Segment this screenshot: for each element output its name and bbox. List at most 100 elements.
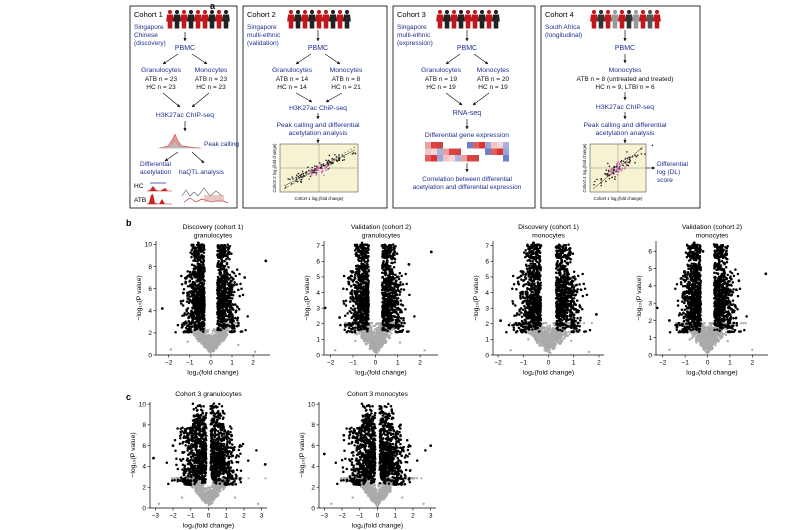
grey-point <box>369 326 373 329</box>
black-point <box>190 320 194 323</box>
heatmap-icon <box>425 142 509 162</box>
black-point <box>220 261 224 264</box>
black-point <box>223 259 226 263</box>
black-point <box>228 308 231 312</box>
grey-point <box>375 346 378 349</box>
scatter-point <box>626 164 629 166</box>
scatter-point <box>308 178 311 180</box>
black-point <box>356 281 359 284</box>
x-axis-label: log₂(fold change) <box>187 370 238 377</box>
black-point <box>355 254 358 257</box>
black-point <box>180 302 183 305</box>
black-point <box>350 271 354 274</box>
scatter-point <box>617 161 620 163</box>
cohort-2-desc-3: (validation) <box>247 40 279 47</box>
black-point <box>202 278 205 281</box>
grey-outlier-point <box>222 339 225 342</box>
grey-point <box>371 335 374 338</box>
black-point <box>235 305 239 308</box>
x-tick-label: −1 <box>186 360 194 367</box>
cohort-1-assay: H3K27ac ChIP-seq <box>156 112 214 119</box>
black-point <box>222 280 225 283</box>
black-point <box>395 311 398 315</box>
black-point <box>229 311 233 315</box>
scatter-point <box>593 183 595 186</box>
scatter-point <box>612 171 614 174</box>
black-point <box>363 319 367 322</box>
black-point <box>343 323 347 327</box>
person-icon <box>308 9 316 29</box>
black-point <box>222 305 226 308</box>
scatter-point <box>634 162 636 164</box>
grey-point <box>361 337 364 340</box>
cohort-2-scatter-ylabel: Cohort 2 log₂(fold change) <box>272 143 277 192</box>
scatter-point <box>295 180 297 182</box>
black-point <box>361 304 364 308</box>
grey-point <box>198 340 201 343</box>
black-point <box>201 301 205 304</box>
black-point <box>366 251 370 254</box>
y-axis-label: −log₁₀(P value) <box>136 275 143 320</box>
black-point <box>355 292 359 296</box>
heatmap-cell <box>461 148 467 155</box>
black-point <box>193 258 197 262</box>
black-point <box>355 267 358 271</box>
scatter-point <box>629 156 632 159</box>
black-point <box>196 241 200 245</box>
scatter-point <box>322 170 324 172</box>
cohort-4-atb: ATB n = 8 (untreated and treated) <box>577 76 674 83</box>
black-point <box>391 243 395 246</box>
black-point <box>190 273 194 277</box>
heatmap-cell <box>425 155 431 162</box>
scatter-point <box>619 168 622 170</box>
cohort-1-desc-3: (discovery) <box>134 40 166 47</box>
black-point <box>181 299 185 302</box>
black-point <box>357 269 361 272</box>
black-point <box>385 321 388 324</box>
heatmap-cell <box>431 148 437 155</box>
cohort-1-desc-1: Singapore <box>134 24 164 31</box>
scatter-point <box>351 153 354 155</box>
black-point <box>184 282 187 285</box>
grey-point <box>373 342 376 345</box>
grey-point <box>383 341 386 344</box>
cohort-1-gran-hc: HC n = 23 <box>146 84 176 91</box>
black-point <box>190 263 194 267</box>
heatmap-cell <box>497 142 503 149</box>
black-point <box>180 283 184 286</box>
people-icon <box>287 9 351 29</box>
cohort-4-dl-1: Differential <box>657 161 689 168</box>
scatter-point <box>322 163 325 166</box>
black-point <box>190 249 194 252</box>
grey-point <box>209 351 212 354</box>
black-point <box>218 256 221 259</box>
black-point <box>400 274 403 278</box>
black-point <box>385 251 389 255</box>
heatmap-cell <box>479 148 485 155</box>
black-point <box>381 300 384 304</box>
scatter-point <box>600 177 602 180</box>
grey-point <box>193 333 196 336</box>
grey-point <box>370 347 373 350</box>
heatmap-cell <box>503 148 509 155</box>
black-point <box>185 275 188 279</box>
black-point <box>216 275 220 279</box>
black-point <box>349 296 352 299</box>
black-point <box>223 311 227 314</box>
black-point <box>219 293 223 297</box>
black-point <box>192 292 195 296</box>
grey-point <box>374 351 377 354</box>
black-point <box>236 316 239 320</box>
black-point <box>239 282 242 286</box>
person-icon <box>492 9 500 29</box>
black-point <box>366 330 369 333</box>
cohort-3-desc-2: multi-ethnic <box>397 32 431 39</box>
black-point <box>352 312 356 316</box>
black-point <box>403 321 406 325</box>
black-point <box>229 289 232 293</box>
black-point <box>393 257 396 260</box>
black-point <box>234 317 237 320</box>
scatter-point <box>616 169 618 172</box>
black-point <box>353 318 356 322</box>
scatter-point <box>651 144 654 147</box>
